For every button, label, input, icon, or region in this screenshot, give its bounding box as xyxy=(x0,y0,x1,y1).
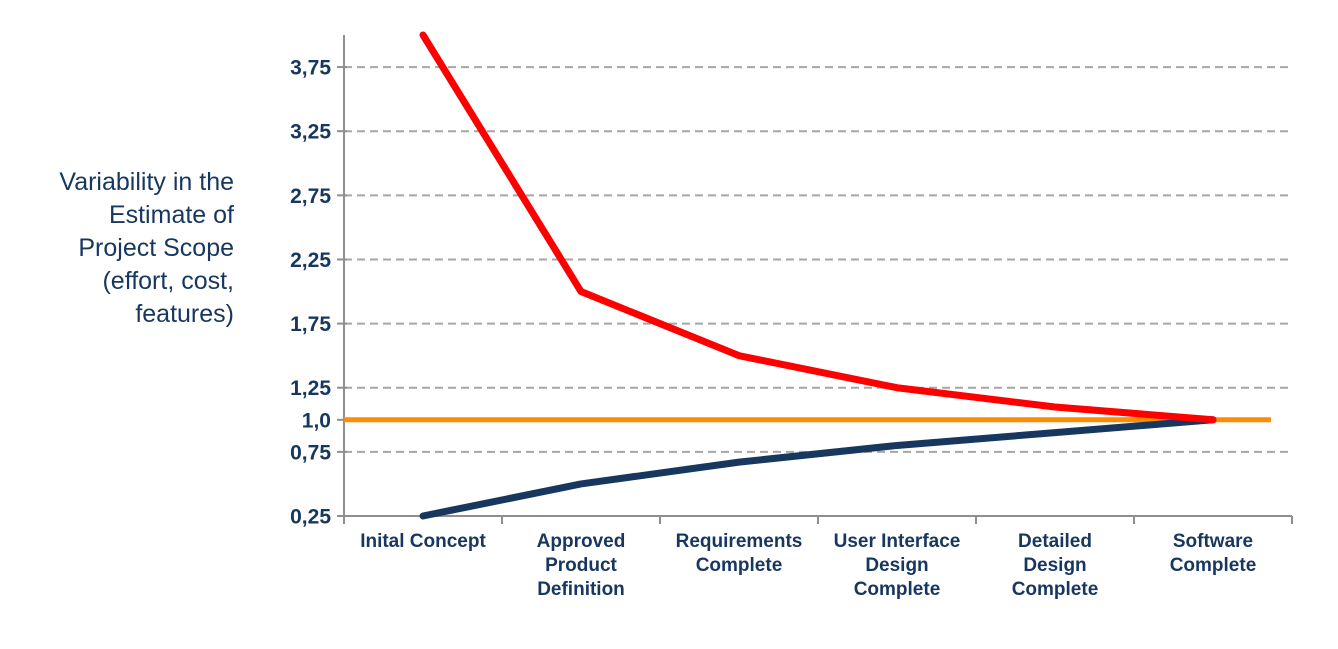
series-lower-bound xyxy=(419,416,1217,520)
y-tick-label: 2,75 xyxy=(290,185,331,208)
y-tick-label: 3,75 xyxy=(290,57,331,80)
y-tick-label: 0,75 xyxy=(290,441,331,464)
y-tick-label: 1,0 xyxy=(302,409,331,432)
y-tick-label: 1,75 xyxy=(290,313,331,336)
x-category-label: Approved Product Definition xyxy=(537,531,626,600)
y-tick-label: 3,25 xyxy=(290,121,331,144)
y-axis-title: Variability in the Estimate of Project S… xyxy=(59,168,234,328)
x-category-label: Software Complete xyxy=(1170,531,1257,576)
y-tick-label: 0,25 xyxy=(290,506,331,529)
x-category-label: User Interface Design Complete xyxy=(834,531,961,600)
y-tick-label: 2,25 xyxy=(290,249,331,272)
x-category-label: Requirements Complete xyxy=(676,531,803,576)
series-upper-bound xyxy=(419,31,1217,424)
x-category-label: Detailed Design Complete xyxy=(1012,531,1099,600)
y-tick-label: 1,25 xyxy=(290,377,331,400)
x-category-label: Inital Concept xyxy=(360,531,486,552)
